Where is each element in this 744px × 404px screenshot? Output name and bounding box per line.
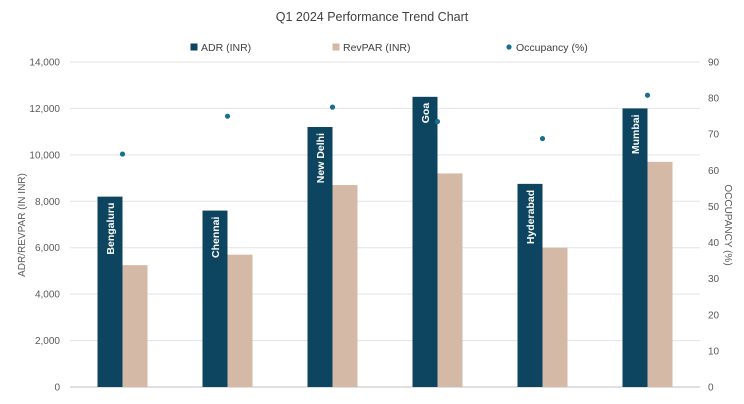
y2-tick-label: 80 (708, 94, 720, 105)
occupancy-point (329, 104, 336, 110)
y-tick-label: 8,000 (35, 197, 60, 208)
category-label: Hyderabad (525, 190, 537, 244)
y2-tick-label: 60 (708, 166, 720, 177)
y-tick-label: 6,000 (35, 243, 60, 254)
legend-swatch (506, 44, 512, 50)
chart-title: Q1 2024 Performance Trend Chart (276, 10, 469, 24)
revpar-bar (647, 161, 673, 387)
gridlines (70, 61, 700, 388)
y-tick-label: 4,000 (35, 290, 60, 301)
y-tick-label: 0 (54, 383, 60, 394)
adr-bar (622, 108, 648, 387)
occupancy-point (119, 151, 126, 157)
y2-tick-label: 20 (708, 310, 720, 321)
occupancy-point (644, 92, 651, 98)
y-axis-title: ADR/REVPAR (IN INR) (17, 173, 28, 277)
y-tick-label: 12,000 (29, 104, 60, 115)
occupancy-point (539, 135, 546, 142)
occupancy-point (434, 118, 441, 125)
adr-bar (97, 196, 123, 387)
y2-tick-label: 90 (708, 58, 720, 69)
adr-bar (412, 96, 438, 388)
category-label: Mumbai (630, 114, 642, 154)
revpar-bar (122, 265, 148, 387)
category-label: Goa (420, 103, 432, 124)
revpar-bar (332, 185, 358, 387)
y2-axis-title: OCCUPANCY (%) (722, 184, 733, 265)
y2-tick-label: 50 (708, 202, 720, 213)
adr-bar (517, 183, 543, 387)
revpar-bar (227, 254, 253, 387)
legend-label: Occupancy (%) (516, 42, 588, 54)
legend-swatch (332, 43, 340, 51)
revpar-bar (542, 247, 568, 387)
y2-tick-label: 30 (708, 274, 720, 285)
y-tick-label: 2,000 (35, 336, 60, 347)
legend-label: ADR (INR) (201, 42, 251, 54)
legend-swatch (190, 43, 198, 51)
legend-label: RevPAR (INR) (343, 42, 410, 54)
left-axis: 0 2,000 4,000 6,000 8,000 10,000 12,000 14,000 (29, 58, 60, 394)
category-label: Chennai (210, 216, 222, 258)
y-tick-label: 14,000 (29, 58, 60, 69)
adr-bar (202, 210, 228, 387)
y2-tick-label: 40 (708, 238, 720, 249)
category-label: New Delhi (315, 133, 327, 183)
revpar-bar (437, 173, 463, 387)
category-label: Bengaluru (105, 203, 117, 255)
adr-bar (307, 127, 333, 387)
bar-labels: Bengaluru Chennai New Delhi Goa Hyderabad Mum… (105, 103, 642, 258)
bars (97, 96, 673, 388)
occupancy-points (119, 92, 651, 157)
y2-tick-label: 10 (708, 346, 720, 357)
y2-tick-label: 70 (708, 130, 720, 141)
y-tick-label: 10,000 (29, 150, 60, 161)
right-axis: 0 10 20 30 40 50 60 70 80 90 (708, 58, 720, 394)
y2-tick-label: 0 (708, 383, 714, 394)
occupancy-point (224, 113, 231, 119)
legend: ADR (INR) RevPAR (INR) Occupancy (%) (190, 42, 588, 54)
